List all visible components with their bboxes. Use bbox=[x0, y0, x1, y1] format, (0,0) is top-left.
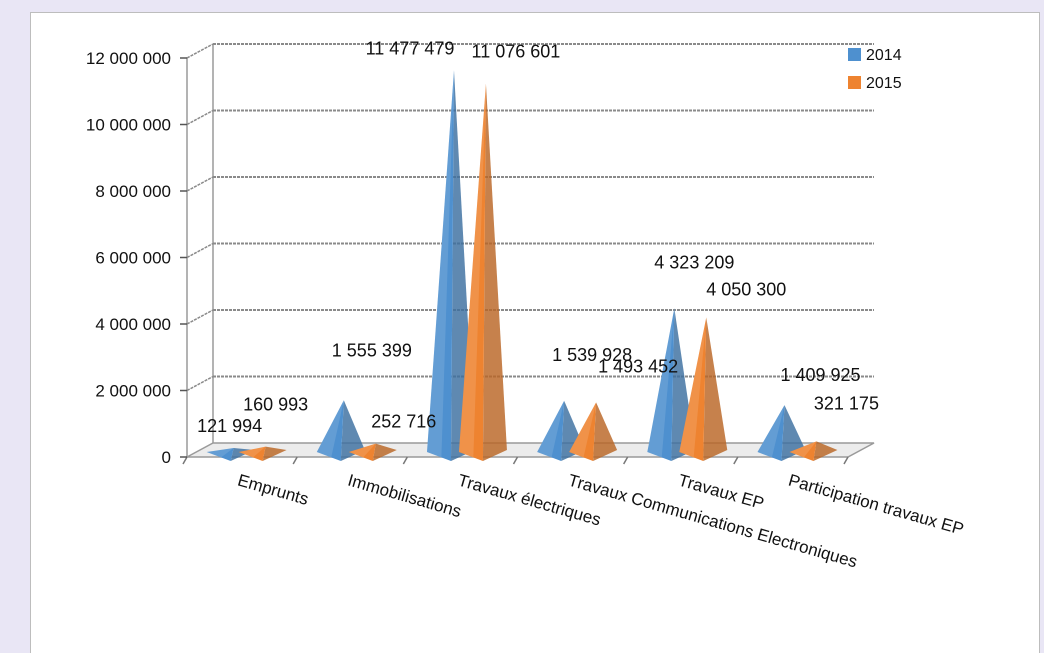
legend-swatch-2014 bbox=[848, 48, 861, 61]
x-tick-mark bbox=[512, 456, 519, 465]
x-tick-mark bbox=[182, 456, 188, 465]
legend-label-2014: 2014 bbox=[866, 47, 902, 64]
data-label-2014-4: 4 323 209 bbox=[654, 252, 734, 272]
gridline-diagonal bbox=[186, 43, 214, 59]
y-tick-label: 4 000 000 bbox=[95, 315, 171, 334]
pyramid-bar-2014-1 bbox=[316, 400, 365, 461]
gridline-diagonal bbox=[186, 375, 214, 392]
data-label-2015-4: 4 050 300 bbox=[706, 279, 786, 299]
data-label-2014-5: 1 409 925 bbox=[780, 365, 860, 385]
data-label-2015-3: 1 493 452 bbox=[598, 356, 678, 376]
data-label-2014-3: 1 539 928 bbox=[552, 345, 632, 365]
x-tick-mark bbox=[843, 456, 849, 465]
x-tick-mark bbox=[292, 456, 298, 465]
gridline-diagonal bbox=[186, 109, 214, 126]
y-tick-label: 10 000 000 bbox=[86, 116, 171, 135]
gridline-diagonal bbox=[186, 242, 214, 259]
y-tick-label: 2 000 000 bbox=[95, 382, 171, 401]
legend-label-2015: 2015 bbox=[866, 75, 902, 92]
data-label-2015-1: 252 716 bbox=[371, 412, 436, 432]
y-tick-label: 12 000 000 bbox=[86, 49, 171, 68]
gridline-diagonal bbox=[186, 309, 214, 325]
gridline-diagonal bbox=[186, 176, 214, 192]
pyramid-bar-2015-5 bbox=[789, 441, 838, 461]
data-label-2015-5: 321 175 bbox=[814, 393, 879, 413]
data-label-2014-0: 121 994 bbox=[197, 416, 262, 436]
category-label-1: Immobilisations bbox=[346, 471, 464, 522]
data-label-2014-1: 1 555 399 bbox=[332, 340, 412, 360]
legend-swatch-2015 bbox=[848, 76, 861, 89]
y-tick-label: 6 000 000 bbox=[95, 249, 171, 268]
pyramid-bar-2014-5 bbox=[757, 405, 806, 461]
data-label-2014-2: 11 477 479 bbox=[366, 38, 455, 58]
pyramid-bar-2015-4 bbox=[679, 317, 728, 461]
x-tick-mark bbox=[623, 456, 629, 465]
category-label-5: Participation travaux EP bbox=[786, 471, 966, 539]
pyramid-bar-2015-3 bbox=[569, 402, 618, 461]
pyramid-bar-2015-0 bbox=[238, 446, 287, 461]
data-label-2015-0: 160 993 bbox=[243, 395, 308, 415]
y-tick-label: 8 000 000 bbox=[95, 182, 171, 201]
pyramid-bar-2015-2 bbox=[458, 83, 507, 462]
pyramid-bar-2015-1 bbox=[348, 443, 397, 461]
pyramid-bar-2014-2 bbox=[426, 70, 475, 461]
y-tick-label: 0 bbox=[162, 448, 171, 467]
category-label-0: Emprunts bbox=[235, 471, 310, 509]
x-tick-mark bbox=[733, 456, 739, 465]
x-tick-mark bbox=[402, 456, 408, 465]
data-label-2015-2: 11 076 601 bbox=[472, 42, 561, 62]
